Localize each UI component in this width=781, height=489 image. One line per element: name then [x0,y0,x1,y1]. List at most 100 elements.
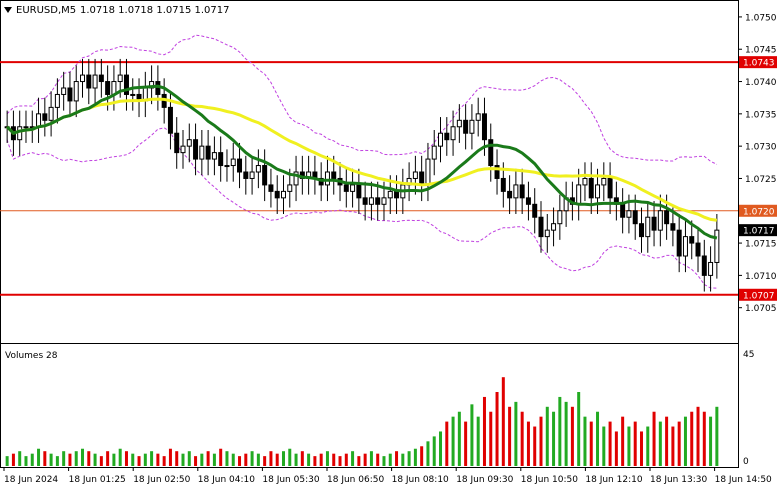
candle[interactable] [481,113,487,141]
candle[interactable] [676,229,682,257]
candle[interactable] [331,171,337,179]
candle[interactable] [80,74,86,83]
candle[interactable] [262,165,268,186]
candle[interactable] [237,158,243,173]
candle[interactable] [513,184,519,199]
candle[interactable] [588,177,594,199]
candle[interactable] [425,158,431,186]
candle[interactable] [657,210,663,231]
candle[interactable] [42,113,48,121]
candle[interactable] [174,132,180,154]
candle[interactable] [293,171,299,186]
candle[interactable] [507,190,513,199]
candle[interactable] [670,223,676,231]
candle[interactable] [249,171,255,179]
candle[interactable] [362,197,368,205]
candle[interactable] [708,261,714,276]
candle[interactable] [350,184,356,192]
candle[interactable] [193,139,199,160]
envelope-bands [6,34,718,289]
candle[interactable] [450,126,456,141]
candle[interactable] [186,139,192,147]
candle[interactable] [117,74,123,83]
candle[interactable] [86,74,92,89]
candle[interactable] [274,190,280,199]
candle[interactable] [500,177,506,192]
candle[interactable] [98,74,104,83]
candle[interactable] [280,190,286,199]
candle[interactable] [532,203,538,218]
candle[interactable] [525,197,531,205]
candle[interactable] [714,229,720,263]
candle[interactable] [645,216,651,238]
candle[interactable] [701,255,707,276]
candle[interactable] [218,152,224,167]
candle[interactable] [551,223,557,231]
candle[interactable] [632,210,638,225]
candle[interactable] [488,139,494,167]
candle[interactable] [387,190,393,199]
candle[interactable] [105,81,111,95]
volume-bar [614,431,618,466]
candle[interactable] [412,171,418,179]
candle[interactable] [343,184,349,192]
candle[interactable] [638,223,644,238]
candle[interactable] [224,165,230,168]
candle[interactable] [255,165,261,173]
candle[interactable] [211,152,217,160]
candle[interactable] [268,184,274,192]
candle[interactable] [199,145,205,160]
candle[interactable] [67,87,73,102]
candle[interactable] [438,132,444,147]
candle[interactable] [48,106,54,121]
triangle-down-icon[interactable] [4,7,12,13]
candle[interactable] [494,165,500,179]
candle[interactable] [23,126,29,129]
candle[interactable] [130,93,136,96]
candle[interactable] [620,203,626,218]
candle[interactable] [595,184,601,199]
candle[interactable] [356,184,362,199]
candle[interactable] [463,119,469,134]
candle[interactable] [695,242,701,257]
candle[interactable] [17,126,23,141]
candle[interactable] [243,171,249,179]
candle[interactable] [61,87,67,95]
candle[interactable] [375,197,381,205]
candle[interactable] [626,210,632,218]
candle[interactable] [607,177,613,199]
candle[interactable] [475,113,481,121]
candle[interactable] [123,74,129,95]
candle[interactable] [324,171,330,186]
candle[interactable] [557,210,563,225]
candle[interactable] [36,113,42,128]
candle[interactable] [456,119,462,128]
candle[interactable] [664,210,670,225]
candle[interactable] [54,93,60,108]
candle[interactable] [444,132,450,141]
candle[interactable] [469,119,475,134]
candle[interactable] [205,145,211,160]
candle[interactable] [368,197,374,205]
candle[interactable] [419,171,425,186]
candle[interactable] [651,216,657,231]
candle[interactable] [381,197,387,205]
candle[interactable] [519,184,525,199]
candle[interactable] [167,106,173,134]
candle[interactable] [601,177,607,186]
volume-bar [665,416,669,466]
candle[interactable] [287,184,293,192]
candle[interactable] [92,74,98,89]
candle[interactable] [394,190,400,199]
candle[interactable] [576,184,582,205]
candle[interactable] [230,158,236,167]
candle[interactable] [682,236,688,257]
candle[interactable] [180,145,186,154]
candle[interactable] [582,177,588,186]
candle[interactable] [73,81,79,102]
candle[interactable] [689,236,695,244]
candle[interactable] [431,145,437,160]
candle[interactable] [544,229,550,238]
candle[interactable] [538,216,544,238]
